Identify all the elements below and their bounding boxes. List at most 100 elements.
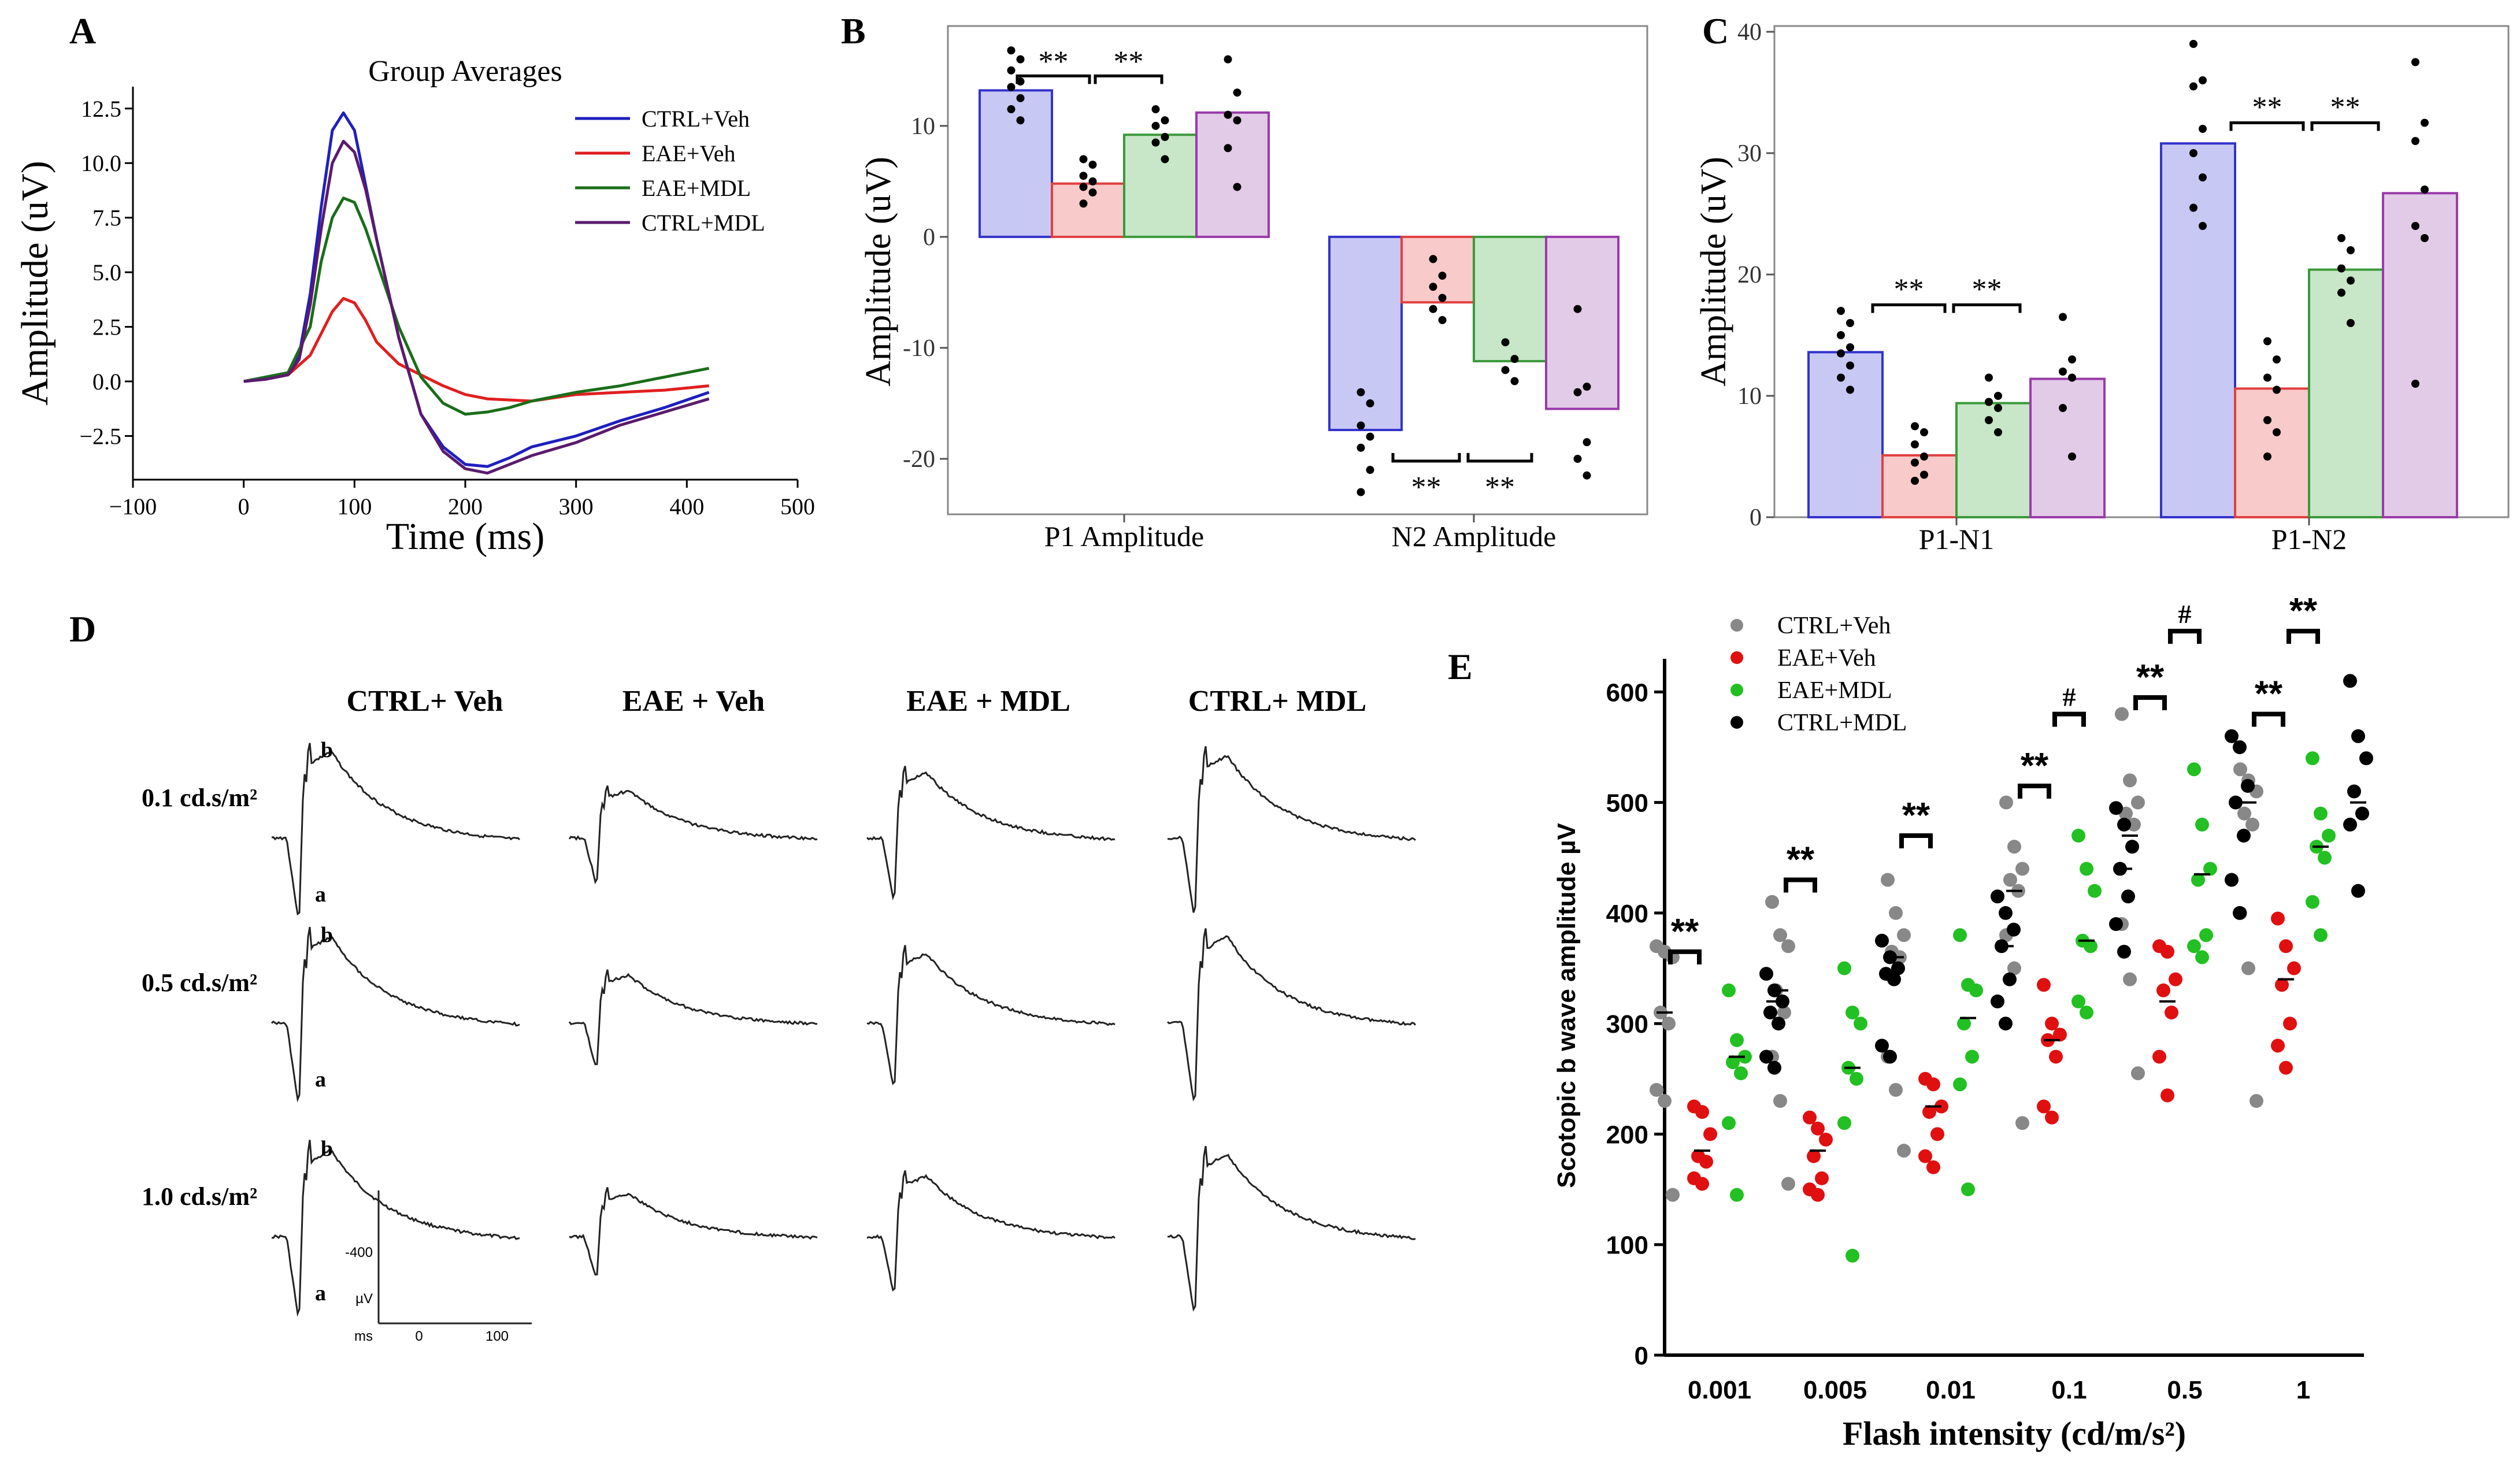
data-point (1883, 950, 1897, 965)
b-wave-label: b (321, 923, 333, 947)
data-point (2199, 928, 2213, 943)
legend-marker (1730, 651, 1743, 664)
data-point (2169, 972, 2182, 986)
data-point (1573, 388, 1582, 396)
data-point (1662, 1017, 1676, 1031)
data-point (1695, 1105, 1709, 1119)
x-tick-label: 300 (559, 494, 594, 520)
data-point (1953, 1077, 1967, 1092)
x-tick-label: 1 (2296, 1376, 2310, 1404)
data-point (2071, 994, 2085, 1008)
data-point (1583, 383, 1591, 391)
y-tick-label: 600 (1606, 678, 1648, 707)
y-tick-label: 0.0 (92, 369, 121, 395)
sig-label: ** (1039, 45, 1069, 78)
data-point (2314, 928, 2328, 943)
sig-bracket (2052, 711, 2086, 727)
data-point (2351, 884, 2365, 898)
data-point (1438, 294, 1447, 302)
legend-label: CTRL+Veh (1777, 613, 1891, 639)
data-point (1088, 188, 1097, 197)
data-point (1429, 305, 1437, 313)
data-point (2053, 1027, 2067, 1042)
sig-label: ** (1902, 796, 1930, 836)
y-tick-label: 2.5 (92, 314, 121, 340)
data-point (2273, 385, 2281, 394)
data-point (1730, 1033, 1744, 1047)
y-tick-label: 5.0 (92, 259, 121, 285)
sig-bracket (2310, 121, 2380, 131)
data-point (1759, 967, 1773, 981)
column-header: CTRL+ Veh (347, 685, 503, 718)
bar (1195, 111, 1270, 238)
data-point (2007, 840, 2021, 854)
data-point (1429, 283, 1437, 291)
data-point (2359, 751, 2373, 766)
bar (2382, 192, 2458, 518)
data-point (2199, 76, 2207, 84)
data-point (1999, 1017, 2013, 1031)
y-tick-label: 12.5 (81, 96, 121, 122)
data-point (1891, 961, 1905, 975)
panel-label-a: A (69, 10, 96, 51)
data-point (1429, 255, 1437, 264)
chart-b-x-ticks: P1 Amplitude N2 Amplitude (1044, 514, 1557, 552)
data-point (2117, 817, 2131, 832)
sig-label: # (2178, 599, 2192, 629)
data-point (2411, 137, 2419, 145)
data-point (1811, 1121, 1825, 1136)
data-point (2225, 873, 2239, 887)
data-point (1773, 1094, 1787, 1108)
erg-trace (1167, 1145, 1416, 1312)
chart-a-series (243, 111, 710, 475)
legend-label: EAE+Veh (1777, 645, 1876, 672)
data-point (1991, 889, 2004, 904)
data-point (1920, 452, 1928, 461)
data-point (2263, 373, 2271, 382)
data-point (1151, 121, 1160, 130)
erg-trace (568, 969, 817, 1066)
x-tick-label: N2 Amplitude (1392, 520, 1557, 552)
legend-marker (1730, 684, 1743, 696)
data-point (1722, 1116, 1736, 1130)
data-point (1926, 1160, 1940, 1174)
data-point (1803, 1110, 1817, 1125)
legend-label: CTRL+MDL (642, 210, 765, 236)
bar (1328, 235, 1403, 432)
sig-bracket (1871, 303, 1947, 313)
data-point (2084, 939, 2097, 954)
data-point (1357, 421, 1365, 430)
data-point (1961, 1182, 1975, 1197)
data-point (1583, 438, 1591, 447)
data-point (2225, 729, 2239, 743)
bar (1955, 402, 2032, 518)
bar (1881, 454, 1958, 519)
data-point (1161, 116, 1169, 125)
data-point (2068, 355, 2076, 363)
data-point (2241, 778, 2255, 793)
data-point (2123, 773, 2137, 788)
data-point (1837, 331, 1845, 339)
column-header: CTRL+ MDL (1188, 685, 1366, 718)
y-tick-label: 10 (911, 113, 935, 140)
sig-label: ** (2330, 91, 2360, 124)
sig-label: ** (2289, 591, 2318, 631)
data-point (2189, 82, 2197, 91)
erg-trace (866, 945, 1116, 1086)
data-point (2037, 1099, 2051, 1114)
data-point (1837, 373, 1845, 382)
chart-c-significance: ** ** ** ** (1871, 91, 2380, 313)
data-point (2343, 674, 2357, 688)
data-point (2160, 1088, 2174, 1103)
data-point (1815, 1171, 1829, 1185)
data-point (2003, 972, 2017, 986)
data-point (1920, 470, 1928, 479)
data-point (1357, 443, 1365, 452)
x-tick-label: 0.1 (2051, 1376, 2087, 1404)
sig-bracket (2229, 121, 2305, 131)
chart-c-ylabel: Amplitude (uV) (1694, 157, 1733, 387)
sig-bracket (1094, 74, 1163, 84)
data-point (1079, 155, 1088, 164)
data-point (1357, 388, 1365, 396)
